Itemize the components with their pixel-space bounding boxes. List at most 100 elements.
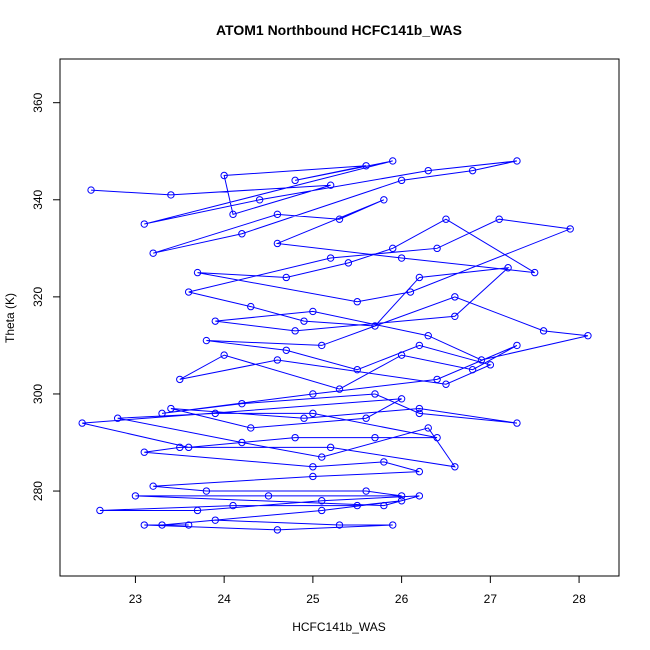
data-point <box>353 501 361 510</box>
plot-frame <box>59 58 620 577</box>
series-points <box>78 157 592 534</box>
data-point <box>255 196 264 204</box>
data-point <box>326 254 335 262</box>
data-point <box>309 390 317 398</box>
x-tick-label: 27 <box>484 592 498 606</box>
data-point <box>131 492 140 500</box>
data-point <box>220 171 228 180</box>
data-point <box>380 196 388 204</box>
data-point <box>433 244 441 253</box>
data-point <box>371 433 379 442</box>
x-axis-label: HCFC141b_WAS <box>292 620 386 634</box>
data-point <box>78 419 86 427</box>
data-point <box>433 433 441 442</box>
data-point <box>238 438 246 447</box>
data-point <box>415 404 424 413</box>
data-point <box>202 336 211 345</box>
data-point <box>273 526 282 534</box>
data-point <box>167 404 175 413</box>
data-point <box>229 210 237 219</box>
data-point <box>380 501 388 510</box>
data-point <box>149 249 157 257</box>
data-point <box>247 424 255 432</box>
data-point <box>584 332 592 340</box>
data-point <box>468 365 477 374</box>
y-tick-label: 360 <box>31 92 45 112</box>
data-point <box>362 162 370 170</box>
data-point <box>291 176 299 185</box>
data-point <box>389 157 397 165</box>
data-point <box>149 482 157 490</box>
data-point <box>220 351 228 359</box>
data-point <box>531 268 539 277</box>
data-point <box>362 487 370 495</box>
data-point <box>140 220 148 228</box>
data-point <box>468 166 477 175</box>
data-point <box>486 361 495 369</box>
data-point <box>477 356 486 364</box>
data-point <box>424 424 432 432</box>
data-point <box>273 210 282 219</box>
y-axis-label: Theta (K) <box>3 293 17 343</box>
series-lines <box>82 160 589 531</box>
data-point <box>211 317 219 325</box>
y-tick-label: 340 <box>31 189 45 209</box>
data-point <box>397 176 406 185</box>
data-point <box>193 506 202 515</box>
data-point <box>397 497 406 505</box>
data-point <box>380 458 388 466</box>
x-axis-ticks: 23 24 25 26 27 28 <box>129 576 586 606</box>
y-tick-label: 320 <box>31 287 45 307</box>
data-point <box>442 380 450 388</box>
data-point <box>309 409 317 418</box>
data-point <box>539 327 548 335</box>
data-point <box>202 487 211 495</box>
data-point <box>158 409 166 418</box>
data-point <box>158 521 166 529</box>
data-point <box>371 322 379 330</box>
data-point <box>406 288 415 296</box>
data-point <box>309 463 317 471</box>
data-point <box>140 521 148 529</box>
data-point <box>211 409 219 418</box>
data-point <box>389 521 397 529</box>
data-point <box>504 264 512 272</box>
y-axis-ticks: 280 300 320 340 360 <box>31 92 60 501</box>
data-point <box>397 351 406 359</box>
data-point <box>291 433 299 442</box>
data-point <box>140 448 148 456</box>
data-point <box>353 365 361 374</box>
data-point <box>211 516 219 524</box>
data-point <box>326 443 335 452</box>
data-point <box>229 501 237 510</box>
y-tick-label: 280 <box>31 481 45 501</box>
data-point <box>451 293 459 301</box>
data-point <box>273 356 282 364</box>
data-point <box>238 399 246 408</box>
data-point <box>371 390 379 398</box>
data-point <box>415 341 424 350</box>
data-point <box>397 492 406 500</box>
data-point <box>273 239 282 248</box>
data-point <box>566 225 574 233</box>
data-point <box>415 467 424 476</box>
data-point <box>300 317 308 325</box>
data-point <box>318 453 326 461</box>
data-point <box>113 414 122 422</box>
data-point <box>451 463 459 471</box>
data-point <box>513 157 521 165</box>
data-point <box>87 186 95 194</box>
data-point <box>300 414 308 422</box>
data-point <box>176 375 184 384</box>
data-point <box>415 492 424 500</box>
data-point <box>184 443 193 452</box>
data-point <box>335 521 344 529</box>
data-point <box>318 506 326 515</box>
data-point <box>184 521 193 529</box>
data-point <box>442 215 450 223</box>
data-point <box>397 254 406 262</box>
data-point <box>335 385 344 393</box>
data-point <box>362 414 370 422</box>
data-point <box>318 497 326 505</box>
